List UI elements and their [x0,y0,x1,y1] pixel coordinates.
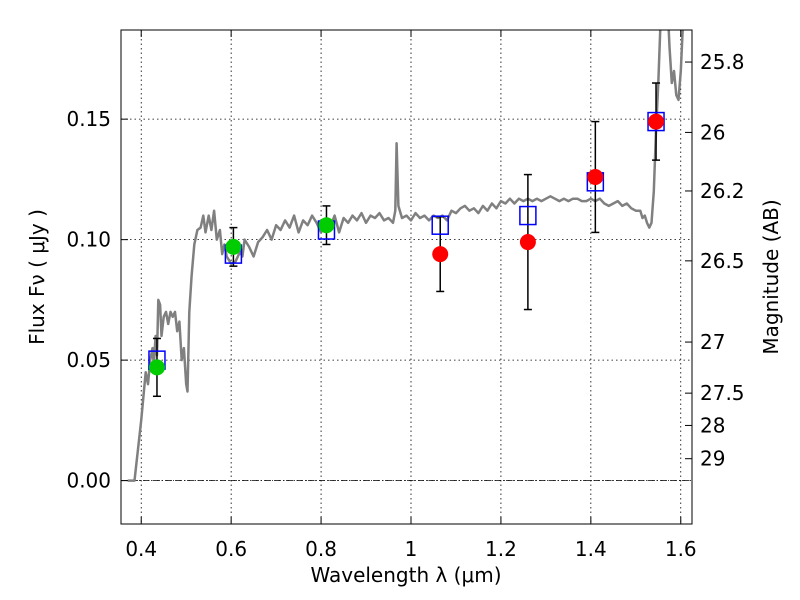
x-tick-label: 1 [405,537,418,561]
model-flux-square [519,205,537,226]
observed-flux-point [318,217,335,234]
x-tick-label: 1.2 [485,537,517,561]
observed-flux-point [432,246,449,263]
magnitude-tick-label: 25.8 [700,50,745,74]
magnitude-axis-ticks: 25.8 26 26.2 26.5 27 27.5 28 29 [685,50,745,471]
magnitude-tick-label: 29 [700,447,725,471]
magnitude-tick-label: 26.5 [700,249,745,273]
observed-flux-point [148,359,165,376]
y-tick-label: 0.10 [66,228,111,252]
x-tick-label: 0.6 [215,537,247,561]
x-axis-label: Wavelength λ (μm) [310,563,501,587]
model-flux-square [431,215,449,235]
plot-frame [120,29,693,525]
observed-flux-point [648,113,665,130]
magnitude-tick-label: 26 [700,120,725,144]
magnitude-tick-label: 27.5 [700,381,745,405]
y-tick-label: 0.00 [66,469,111,493]
magnitude-tick-label: 27 [700,330,725,354]
magnitude-tick-label: 28 [700,413,725,437]
x-axis-ticks: 0.4 0.6 0.8 1 1.2 1.4 1.6 [125,30,697,561]
x-tick-label: 0.4 [125,537,157,561]
y-tick-label: 0.15 [66,107,111,131]
model-spectrum-line [127,30,684,482]
magnitude-tick-label: 26.2 [700,179,745,203]
y-tick-label: 0.05 [66,348,111,372]
x-tick-label: 1.6 [665,537,697,561]
x-tick-label: 0.8 [305,537,337,561]
magnitude-axis-label: Magnitude (AB) [759,199,783,354]
observed-flux-point [587,168,604,185]
observed-flux-point [519,234,536,251]
x-tick-label: 1.4 [575,537,607,561]
observed-flux-markers [148,113,665,376]
y-axis-label: Flux Fν ( μJy ) [25,209,49,345]
observed-flux-point [225,238,242,255]
y-axis-ticks: 0.00 0.05 0.10 0.15 [66,107,128,493]
